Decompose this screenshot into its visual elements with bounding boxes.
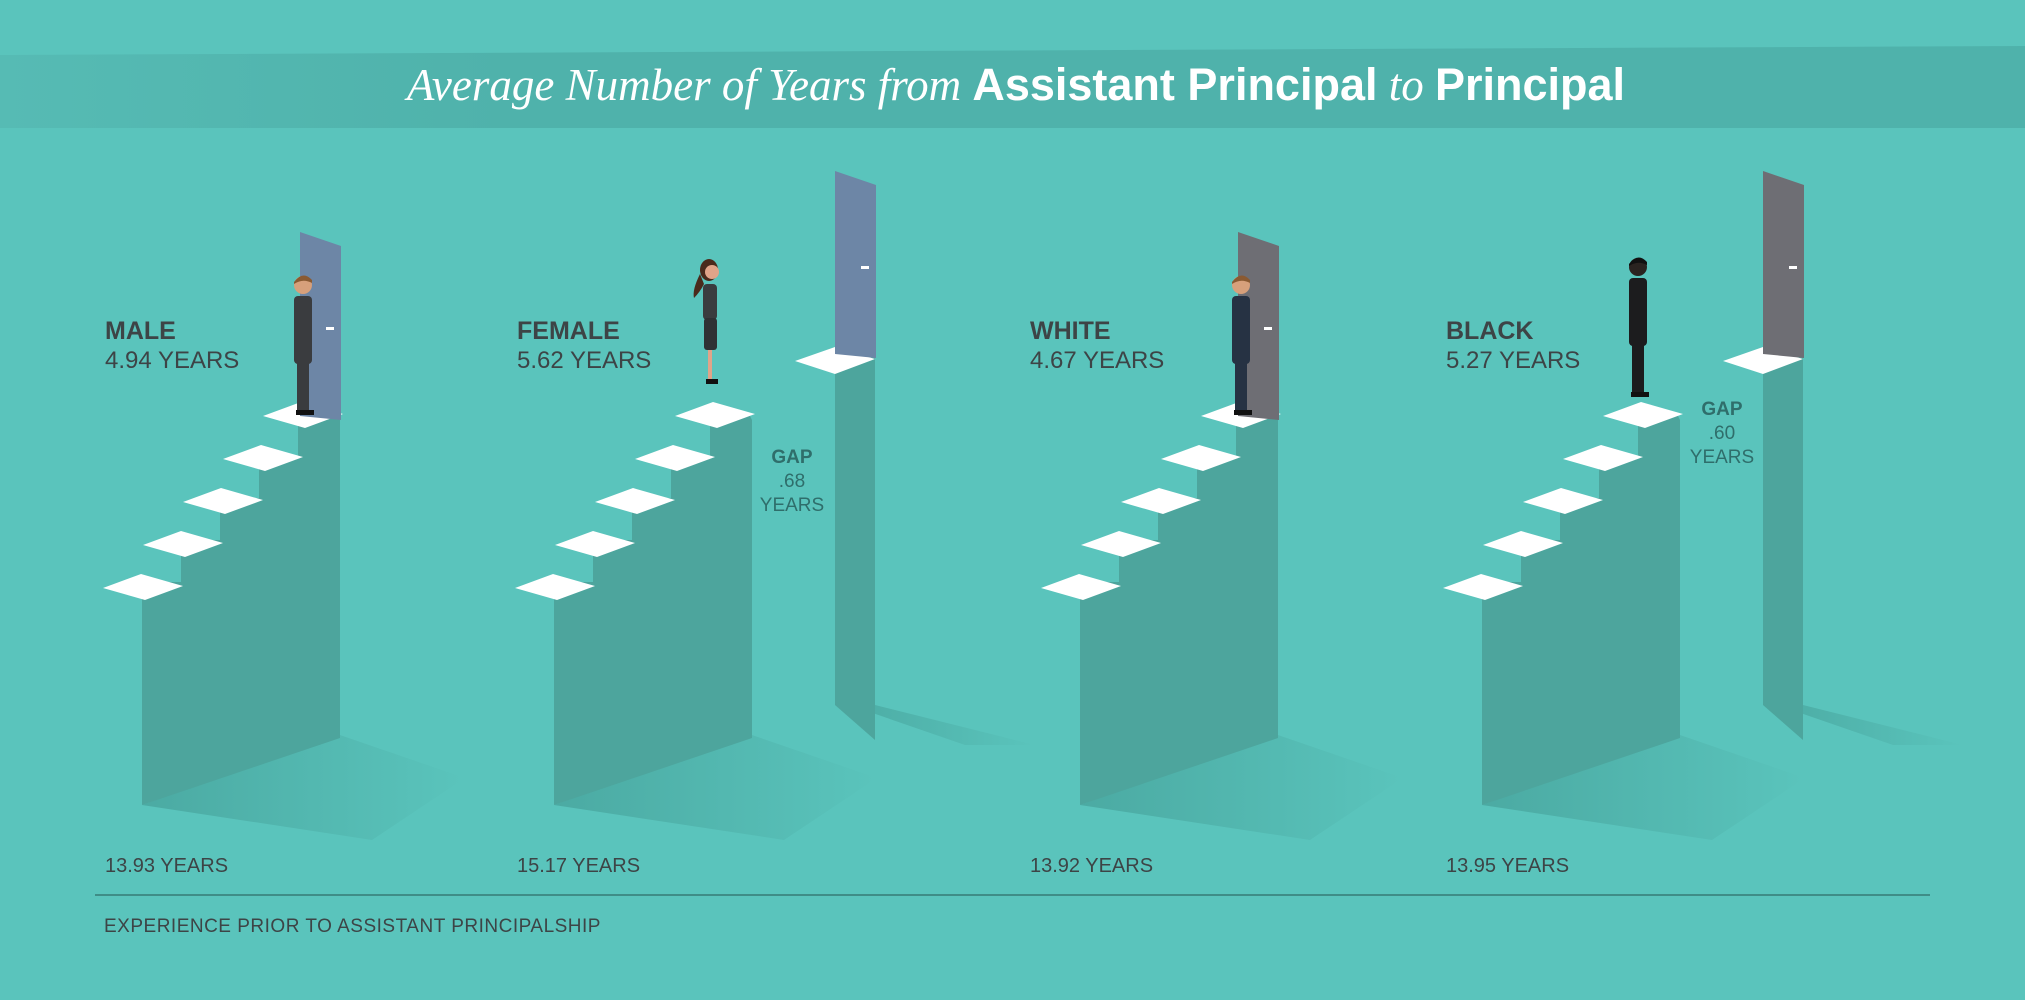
prior-experience-label: 13.92 YEARS [1030, 855, 1153, 877]
person-shoe [1631, 392, 1649, 397]
step-tread [1483, 531, 1563, 557]
group-name: MALE [105, 317, 176, 345]
years-label: 4.94 YEARS [105, 347, 239, 374]
stair-wall [142, 414, 340, 805]
prior-experience-label: 15.17 YEARS [517, 855, 640, 877]
stair-wall [554, 414, 752, 805]
person-torso [294, 296, 312, 364]
step-tread [1523, 488, 1603, 514]
step-tread [675, 402, 755, 428]
step-tread [143, 531, 223, 557]
step-tread [223, 445, 303, 471]
person-hair [1629, 257, 1647, 266]
step-tread [595, 488, 675, 514]
years-label: 5.27 YEARS [1446, 347, 1580, 374]
step-tread [1121, 488, 1201, 514]
title-part-4: Principal [1435, 59, 1625, 110]
stair-shadow [554, 735, 877, 840]
step-tread [1603, 402, 1683, 428]
person-torso [703, 284, 717, 320]
person-legs [1632, 344, 1644, 394]
person-legs [297, 362, 309, 412]
step-tread [1443, 574, 1523, 600]
step-tread [1161, 445, 1241, 471]
group-name: BLACK [1446, 317, 1534, 345]
title-banner [0, 46, 2025, 128]
title-part-2: Assistant Principal [972, 59, 1377, 110]
years-label: 4.67 YEARS [1030, 347, 1164, 374]
stair-shadow [142, 735, 465, 840]
group-name: WHITE [1030, 317, 1111, 345]
person-hair [294, 275, 312, 284]
door-handle [1264, 327, 1272, 330]
door-handle [861, 266, 869, 269]
person-hair-tail [693, 274, 704, 298]
person-skirt [704, 318, 717, 350]
group-name: FEMALE [517, 317, 620, 345]
person-torso [1629, 278, 1647, 346]
gap-value: .68 [779, 471, 805, 492]
person-leg [708, 350, 712, 380]
step-tread [183, 488, 263, 514]
gap-wall-shadow [1763, 695, 1963, 745]
years-label: 5.62 YEARS [517, 347, 651, 374]
prior-experience-label: 13.95 YEARS [1446, 855, 1569, 877]
door [835, 171, 876, 358]
person-shoe [1234, 410, 1252, 415]
gap-title: GAP [771, 447, 813, 468]
person-shoe [706, 379, 718, 384]
step-tread [1563, 445, 1643, 471]
door [1763, 171, 1804, 358]
step-tread [555, 531, 635, 557]
person-head [705, 265, 719, 279]
stair-wall [1482, 414, 1680, 805]
step-tread [1081, 531, 1161, 557]
step-tread [1041, 574, 1121, 600]
person-legs [1235, 362, 1247, 412]
person-shoe [296, 410, 314, 415]
gap-wall-shadow [835, 695, 1035, 745]
person-torso [1232, 296, 1250, 364]
gap-unit: YEARS [760, 495, 824, 516]
door-handle [1789, 266, 1797, 269]
gap-unit: YEARS [1690, 447, 1754, 468]
prior-experience-label: 13.93 YEARS [105, 855, 228, 877]
gap-value: .60 [1709, 423, 1735, 444]
step-tread [635, 445, 715, 471]
gap-title: GAP [1701, 399, 1743, 420]
title-part-1: Average Number of Years from [404, 60, 972, 110]
step-tread [515, 574, 595, 600]
page-title: Average Number of Years from Assistant P… [404, 59, 1625, 110]
gap-wall [1763, 356, 1803, 740]
title-part-3: to [1377, 60, 1435, 110]
gap-wall [835, 356, 875, 740]
footer-label: EXPERIENCE PRIOR TO ASSISTANT PRINCIPALS… [104, 916, 601, 937]
stair-shadow [1080, 735, 1403, 840]
person-hair [1232, 275, 1250, 284]
step-tread [103, 574, 183, 600]
stair-wall [1080, 414, 1278, 805]
door-handle [326, 327, 334, 330]
stair-shadow [1482, 735, 1805, 840]
